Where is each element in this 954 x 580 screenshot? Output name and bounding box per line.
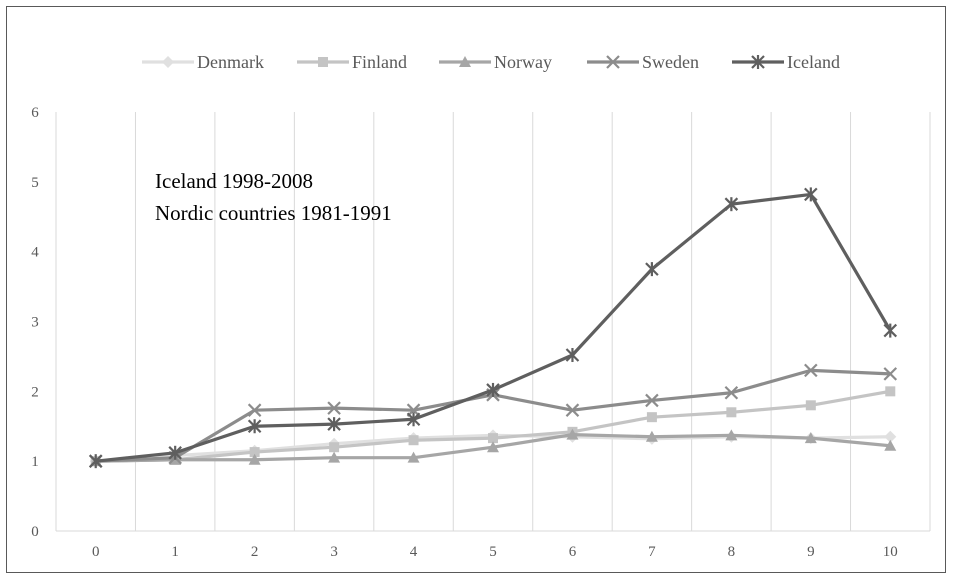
data-point <box>162 56 174 68</box>
data-point <box>247 419 262 434</box>
x-tick-label: 2 <box>251 544 258 560</box>
data-point <box>565 348 580 363</box>
data-point <box>318 57 328 67</box>
data-point <box>566 428 579 440</box>
y-tick-label: 5 <box>31 175 39 191</box>
data-point <box>249 447 260 458</box>
legend-entry-iceland: Iceland <box>732 52 840 72</box>
data-point <box>168 445 182 460</box>
data-point <box>804 363 818 378</box>
data-point <box>884 430 897 443</box>
data-point <box>805 400 816 411</box>
y-axis-ticks: 0 1 2 3 4 5 6 <box>31 105 39 540</box>
series-iceland <box>88 187 898 469</box>
data-point <box>885 386 896 397</box>
legend-entry-finland: Finland <box>297 52 407 72</box>
data-point <box>329 442 340 453</box>
data-point <box>724 385 739 400</box>
y-tick-label: 6 <box>31 105 39 121</box>
data-point <box>407 451 420 463</box>
data-point <box>646 412 657 423</box>
data-point <box>804 187 818 202</box>
x-tick-label: 10 <box>883 544 898 560</box>
y-tick-label: 4 <box>31 245 39 261</box>
data-point <box>488 433 498 444</box>
legend: Denmark Finland Norway Sweden Iceland <box>142 52 840 72</box>
x-tick-label: 6 <box>569 544 577 560</box>
data-point <box>645 262 659 277</box>
legend-label: Denmark <box>197 52 264 72</box>
x-tick-label: 3 <box>330 544 338 560</box>
data-point <box>487 441 499 453</box>
data-point <box>724 197 739 212</box>
data-point <box>645 430 658 442</box>
grid <box>55 112 931 532</box>
data-point <box>406 412 421 427</box>
data-point <box>88 454 103 469</box>
series-layer <box>88 187 898 469</box>
data-point <box>883 367 898 381</box>
y-tick-label: 2 <box>31 384 39 400</box>
data-point <box>248 453 261 465</box>
x-tick-label: 4 <box>410 544 418 560</box>
legend-entry-norway: Norway <box>439 52 552 72</box>
line-chart: 0 1 2 3 4 5 6 0 1 2 3 4 5 6 7 8 9 10 Denmark Finland Norwa… <box>31 52 931 560</box>
data-point <box>606 55 620 69</box>
data-point <box>645 393 659 408</box>
data-point <box>725 429 738 441</box>
y-tick-label: 0 <box>31 524 39 540</box>
data-point <box>459 56 471 67</box>
x-tick-label: 0 <box>92 544 100 560</box>
chart-frame: 0 1 2 3 4 5 6 0 1 2 3 4 5 6 7 8 9 10 Denmark Finland Norwa… <box>6 6 946 573</box>
data-point <box>726 407 737 418</box>
x-tick-label: 9 <box>807 544 815 560</box>
data-point <box>565 403 580 417</box>
data-point <box>804 432 817 444</box>
data-point <box>486 382 500 397</box>
data-point <box>328 451 341 463</box>
x-tick-label: 7 <box>648 544 656 560</box>
legend-label: Sweden <box>642 52 699 72</box>
data-point <box>327 401 341 415</box>
annotation-line-2: Nordic countries 1981-1991 <box>155 201 392 225</box>
legend-entry-sweden: Sweden <box>587 52 699 72</box>
legend-label: Norway <box>494 52 552 72</box>
y-tick-label: 1 <box>31 454 39 470</box>
x-tick-label: 1 <box>171 544 179 560</box>
legend-label: Iceland <box>787 52 840 72</box>
data-point <box>327 417 341 432</box>
data-point <box>751 55 765 69</box>
data-point <box>408 435 419 446</box>
data-point <box>247 403 262 417</box>
data-point <box>883 323 898 338</box>
legend-label: Finland <box>352 52 407 72</box>
x-tick-label: 5 <box>489 544 497 560</box>
y-tick-label: 3 <box>31 315 39 331</box>
legend-entry-denmark: Denmark <box>142 52 264 72</box>
x-tick-label: 8 <box>728 544 736 560</box>
annotation-line-1: Iceland 1998-2008 <box>155 169 313 193</box>
data-point <box>884 439 897 451</box>
x-axis-ticks: 0 1 2 3 4 5 6 7 8 9 10 <box>92 544 898 560</box>
